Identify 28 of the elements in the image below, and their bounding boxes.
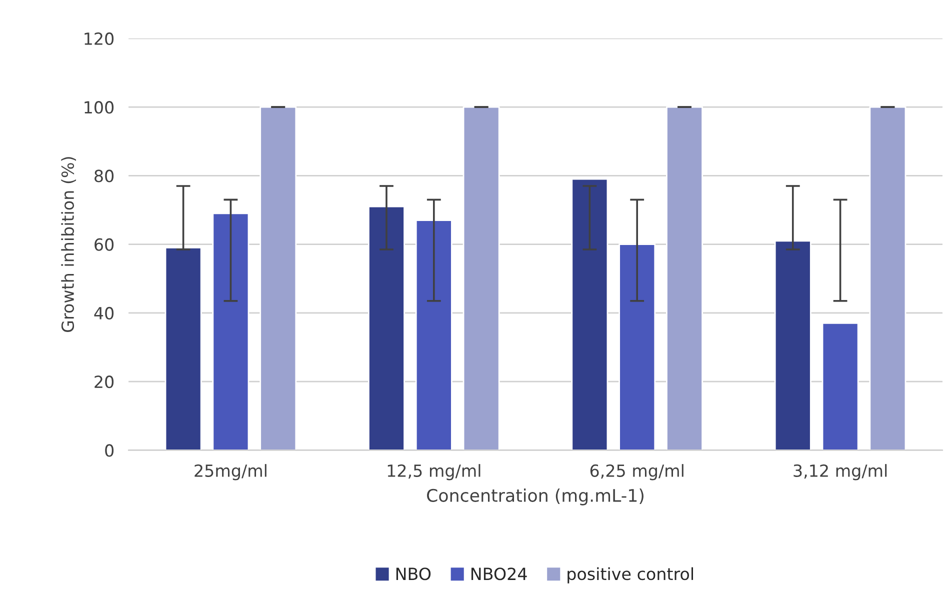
bar [260,106,297,450]
y-axis-title: Growth inhibition (%) [61,157,76,332]
y-tick-label: 0 [105,444,114,457]
bar [774,240,812,450]
y-tick-label: 60 [94,238,114,251]
bar [368,206,405,450]
bar [666,106,703,450]
y-tick-label: 120 [84,32,114,45]
legend-label: NBO [396,568,431,580]
bar [571,178,608,450]
y-tick-label: 80 [94,170,114,182]
x-tick-label: 12,5 mg/ml [388,464,480,480]
bar [415,220,452,450]
bar [822,322,859,450]
bar [869,106,906,450]
y-tick-label: 100 [84,101,114,114]
bar [618,244,656,450]
x-axis-title: Concentration (mg.mL-1) [427,488,644,506]
bar [462,106,500,450]
bar [164,247,202,450]
y-tick-label: 40 [94,306,114,320]
legend-label: NBO24 [471,568,527,580]
x-tick-label: 25mg/ml [194,464,266,480]
x-tick-label: 6,25 mg/ml [590,464,684,480]
x-tick-label: 3,12 mg/ml [794,464,887,480]
bar [212,212,250,450]
legend-label: positive control [568,567,693,584]
y-tick-label: 20 [94,376,114,388]
